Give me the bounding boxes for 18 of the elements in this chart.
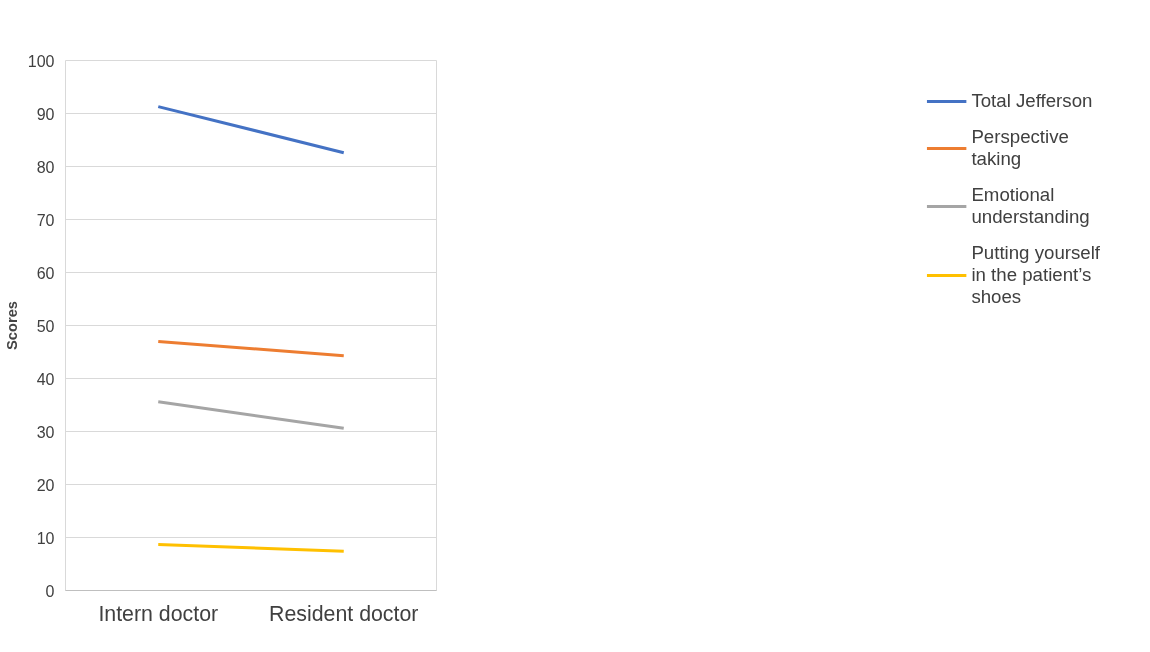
y-axis-title: Scores <box>3 301 20 350</box>
y-tick-label: 100 <box>27 52 55 70</box>
y-tick-label: 60 <box>36 264 55 282</box>
y-tick-label: 40 <box>36 370 55 388</box>
legend-label: Emotional understanding <box>971 184 1090 228</box>
y-tick-label: 20 <box>36 476 55 494</box>
y-tick-label: 90 <box>36 105 55 123</box>
y-tick-label: 50 <box>36 317 55 335</box>
x-tick-label: Resident doctor <box>269 601 419 626</box>
legend-label: Total Jefferson <box>971 90 1093 112</box>
legend-label: Perspective taking <box>971 126 1069 170</box>
legend-label: Putting yourself in the patient’s shoes <box>971 242 1100 308</box>
y-tick-label: 10 <box>36 529 55 547</box>
y-tick-label: 30 <box>36 423 55 441</box>
y-tick-label: 0 <box>45 582 55 600</box>
y-tick-label: 80 <box>36 158 55 176</box>
x-tick-label: Intern doctor <box>98 601 219 626</box>
y-tick-label: 70 <box>36 211 55 229</box>
